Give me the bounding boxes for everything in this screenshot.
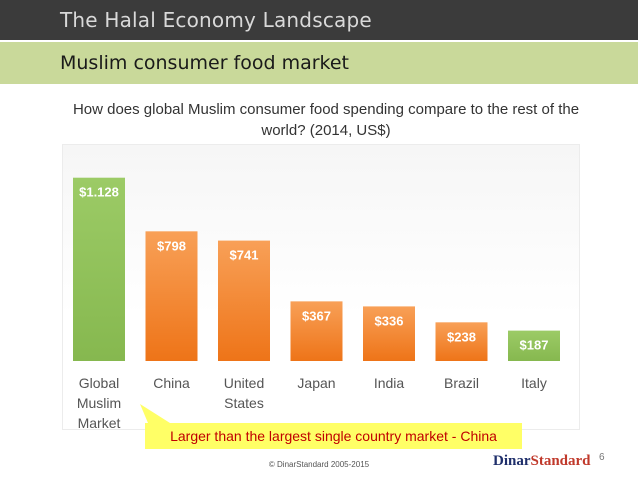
- chart-panel: $1.128 Global Muslim Market $798 China $741 Uni…: [62, 144, 580, 431]
- category-label-6: Italy: [521, 375, 547, 391]
- bar-value-label-0: $1.128: [79, 185, 119, 200]
- bar-chart: $1.128 Global Muslim Market $798 China $741 Uni…: [73, 177, 560, 431]
- bar-6: [508, 330, 560, 361]
- bar-4: [363, 306, 415, 361]
- page-number: 6: [599, 452, 605, 463]
- category-label-3: Japan: [297, 375, 335, 391]
- bar-5: [435, 322, 488, 361]
- header-bar: [0, 0, 638, 40]
- bar-2: [218, 240, 270, 361]
- bar-value-label-2: $741: [230, 248, 259, 263]
- category-label-0: Global Muslim Market: [77, 375, 121, 431]
- bar-value-label-5: $238: [447, 329, 476, 344]
- dinarstandard-logo: DinarStandard: [493, 453, 591, 470]
- category-label-5: Brazil: [444, 375, 479, 391]
- header-title: The Halal Economy Landscape: [60, 8, 372, 32]
- callout-box: Larger than the largest single country m…: [145, 423, 522, 449]
- bar-value-label-6: $187: [520, 338, 549, 353]
- bar-value-label-4: $336: [375, 313, 404, 328]
- category-label-4: India: [374, 375, 405, 391]
- bar-value-label-1: $798: [157, 238, 186, 253]
- category-label-1: China: [153, 375, 190, 391]
- category-label-2: United States: [224, 375, 264, 411]
- bar-0: [73, 177, 125, 361]
- logo-part-standard: Standard: [530, 453, 591, 469]
- copyright-text: © DinarStandard 2005-2015: [268, 460, 370, 469]
- bar-value-label-3: $367: [302, 308, 331, 323]
- subheader-title: Muslim consumer food market: [60, 52, 350, 74]
- bar-1: [145, 231, 198, 361]
- chart-question: How does global Muslim consumer food spe…: [72, 101, 580, 139]
- bar-3: [290, 301, 343, 361]
- subheader-bar: [0, 42, 638, 84]
- logo-part-dinar: Dinar: [493, 453, 531, 469]
